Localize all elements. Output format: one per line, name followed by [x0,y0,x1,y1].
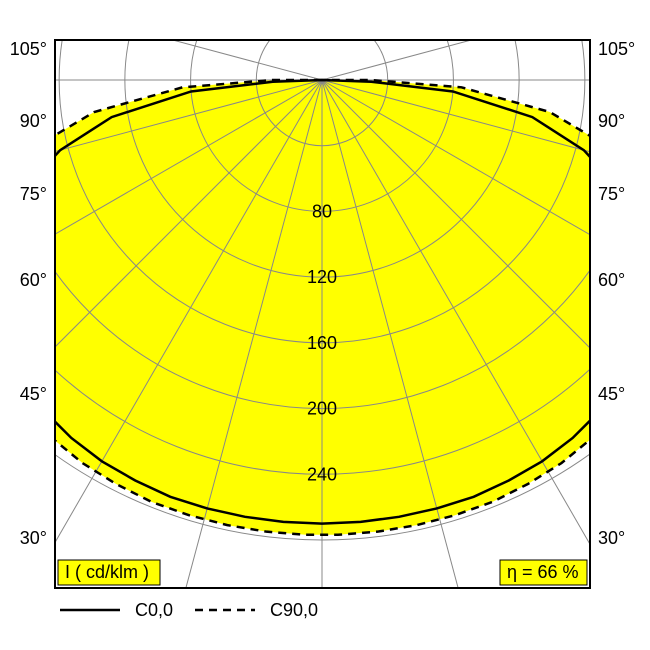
svg-text:160: 160 [307,333,337,353]
svg-text:240: 240 [307,464,337,484]
polar-diagram-container: { "chart": { "type": "polar-photometric"… [0,0,650,650]
svg-text:60°: 60° [598,270,625,290]
svg-text:80: 80 [312,201,332,221]
svg-text:120: 120 [307,267,337,287]
svg-text:75°: 75° [598,184,625,204]
svg-text:45°: 45° [20,384,47,404]
svg-text:30°: 30° [598,528,625,548]
svg-text:45°: 45° [598,384,625,404]
units-label: I ( cd/klm ) [65,562,149,582]
legend-c90-label: C90,0 [270,600,318,620]
svg-text:75°: 75° [20,184,47,204]
svg-text:105°: 105° [10,39,47,59]
svg-text:60°: 60° [20,270,47,290]
efficiency-label: η = 66 % [507,562,579,582]
svg-text:105°: 105° [598,39,635,59]
svg-text:90°: 90° [598,111,625,131]
svg-text:90°: 90° [20,111,47,131]
angle-labels-left: 105° 90° 75° 60° 45° 30° [10,39,47,548]
svg-text:200: 200 [307,399,337,419]
polar-chart-svg: 80 120 160 200 240 105° 90° 75° 60° 45° 30° 105° 9… [0,0,650,650]
svg-text:30°: 30° [20,528,47,548]
angle-labels-right: 105° 90° 75° 60° 45° 30° [598,39,635,548]
legend-c0-label: C0,0 [135,600,173,620]
